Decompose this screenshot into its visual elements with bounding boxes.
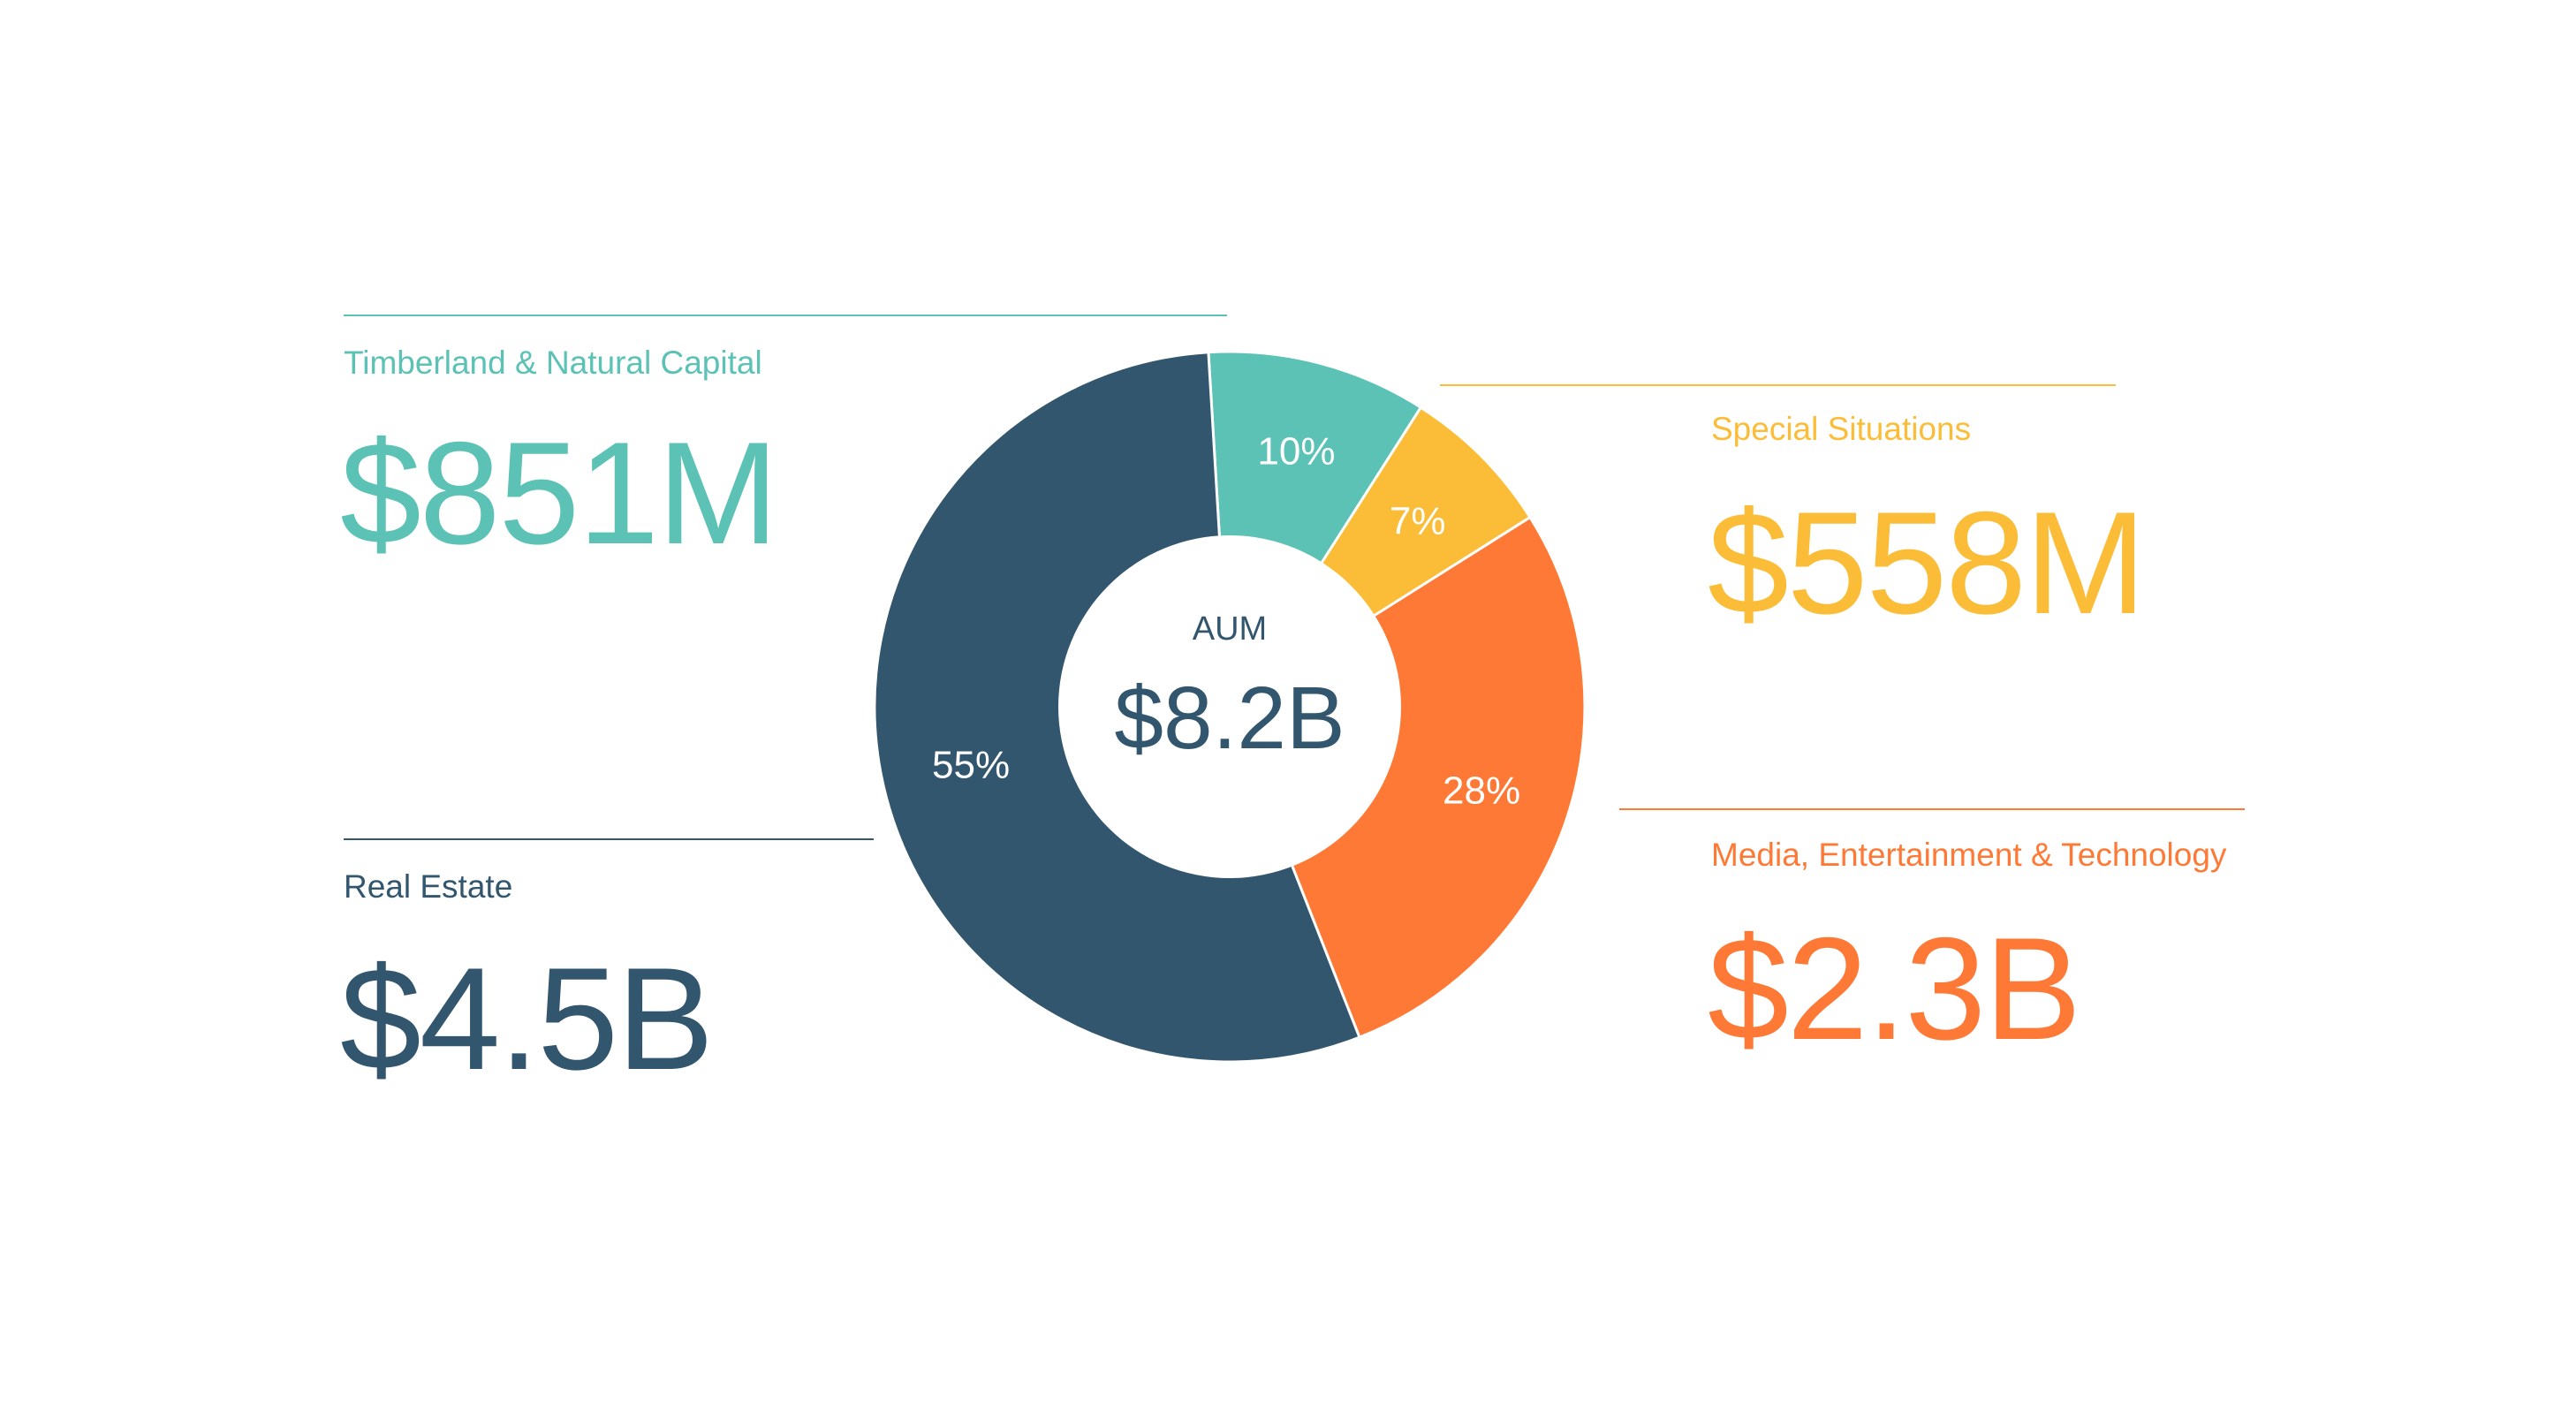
- donut-slice-label-3: 55%: [932, 744, 1010, 787]
- timberland-rule: [344, 315, 1227, 316]
- donut-slice-labels: 10% 7% 28% 55%: [932, 430, 1520, 813]
- timberland-label: Timberland & Natural Capital: [344, 345, 762, 381]
- real-estate-rule: [344, 838, 874, 840]
- special-situations-value: $558M: [1708, 481, 2147, 644]
- timberland-value: $851M: [340, 412, 779, 574]
- donut-slice-label-1: 7%: [1390, 499, 1446, 542]
- media-label: Media, Entertainment & Technology: [1711, 837, 2227, 873]
- real-estate-value: $4.5B: [340, 937, 714, 1100]
- donut-slice-2: [1228, 515, 1587, 1040]
- donut-hole: [1058, 535, 1401, 878]
- real-estate-label: Real Estate: [344, 868, 513, 905]
- donut-slice-label-0: 10%: [1257, 430, 1335, 474]
- media-value: $2.3B: [1708, 907, 2081, 1070]
- center-value: $8.2B: [1114, 669, 1345, 768]
- donut-slice-label-2: 28%: [1443, 769, 1520, 813]
- special-situations-rule: [1440, 384, 2116, 386]
- center-label: AUM: [1193, 610, 1267, 648]
- media-rule: [1619, 808, 2245, 810]
- special-situations-label: Special Situations: [1711, 411, 1972, 447]
